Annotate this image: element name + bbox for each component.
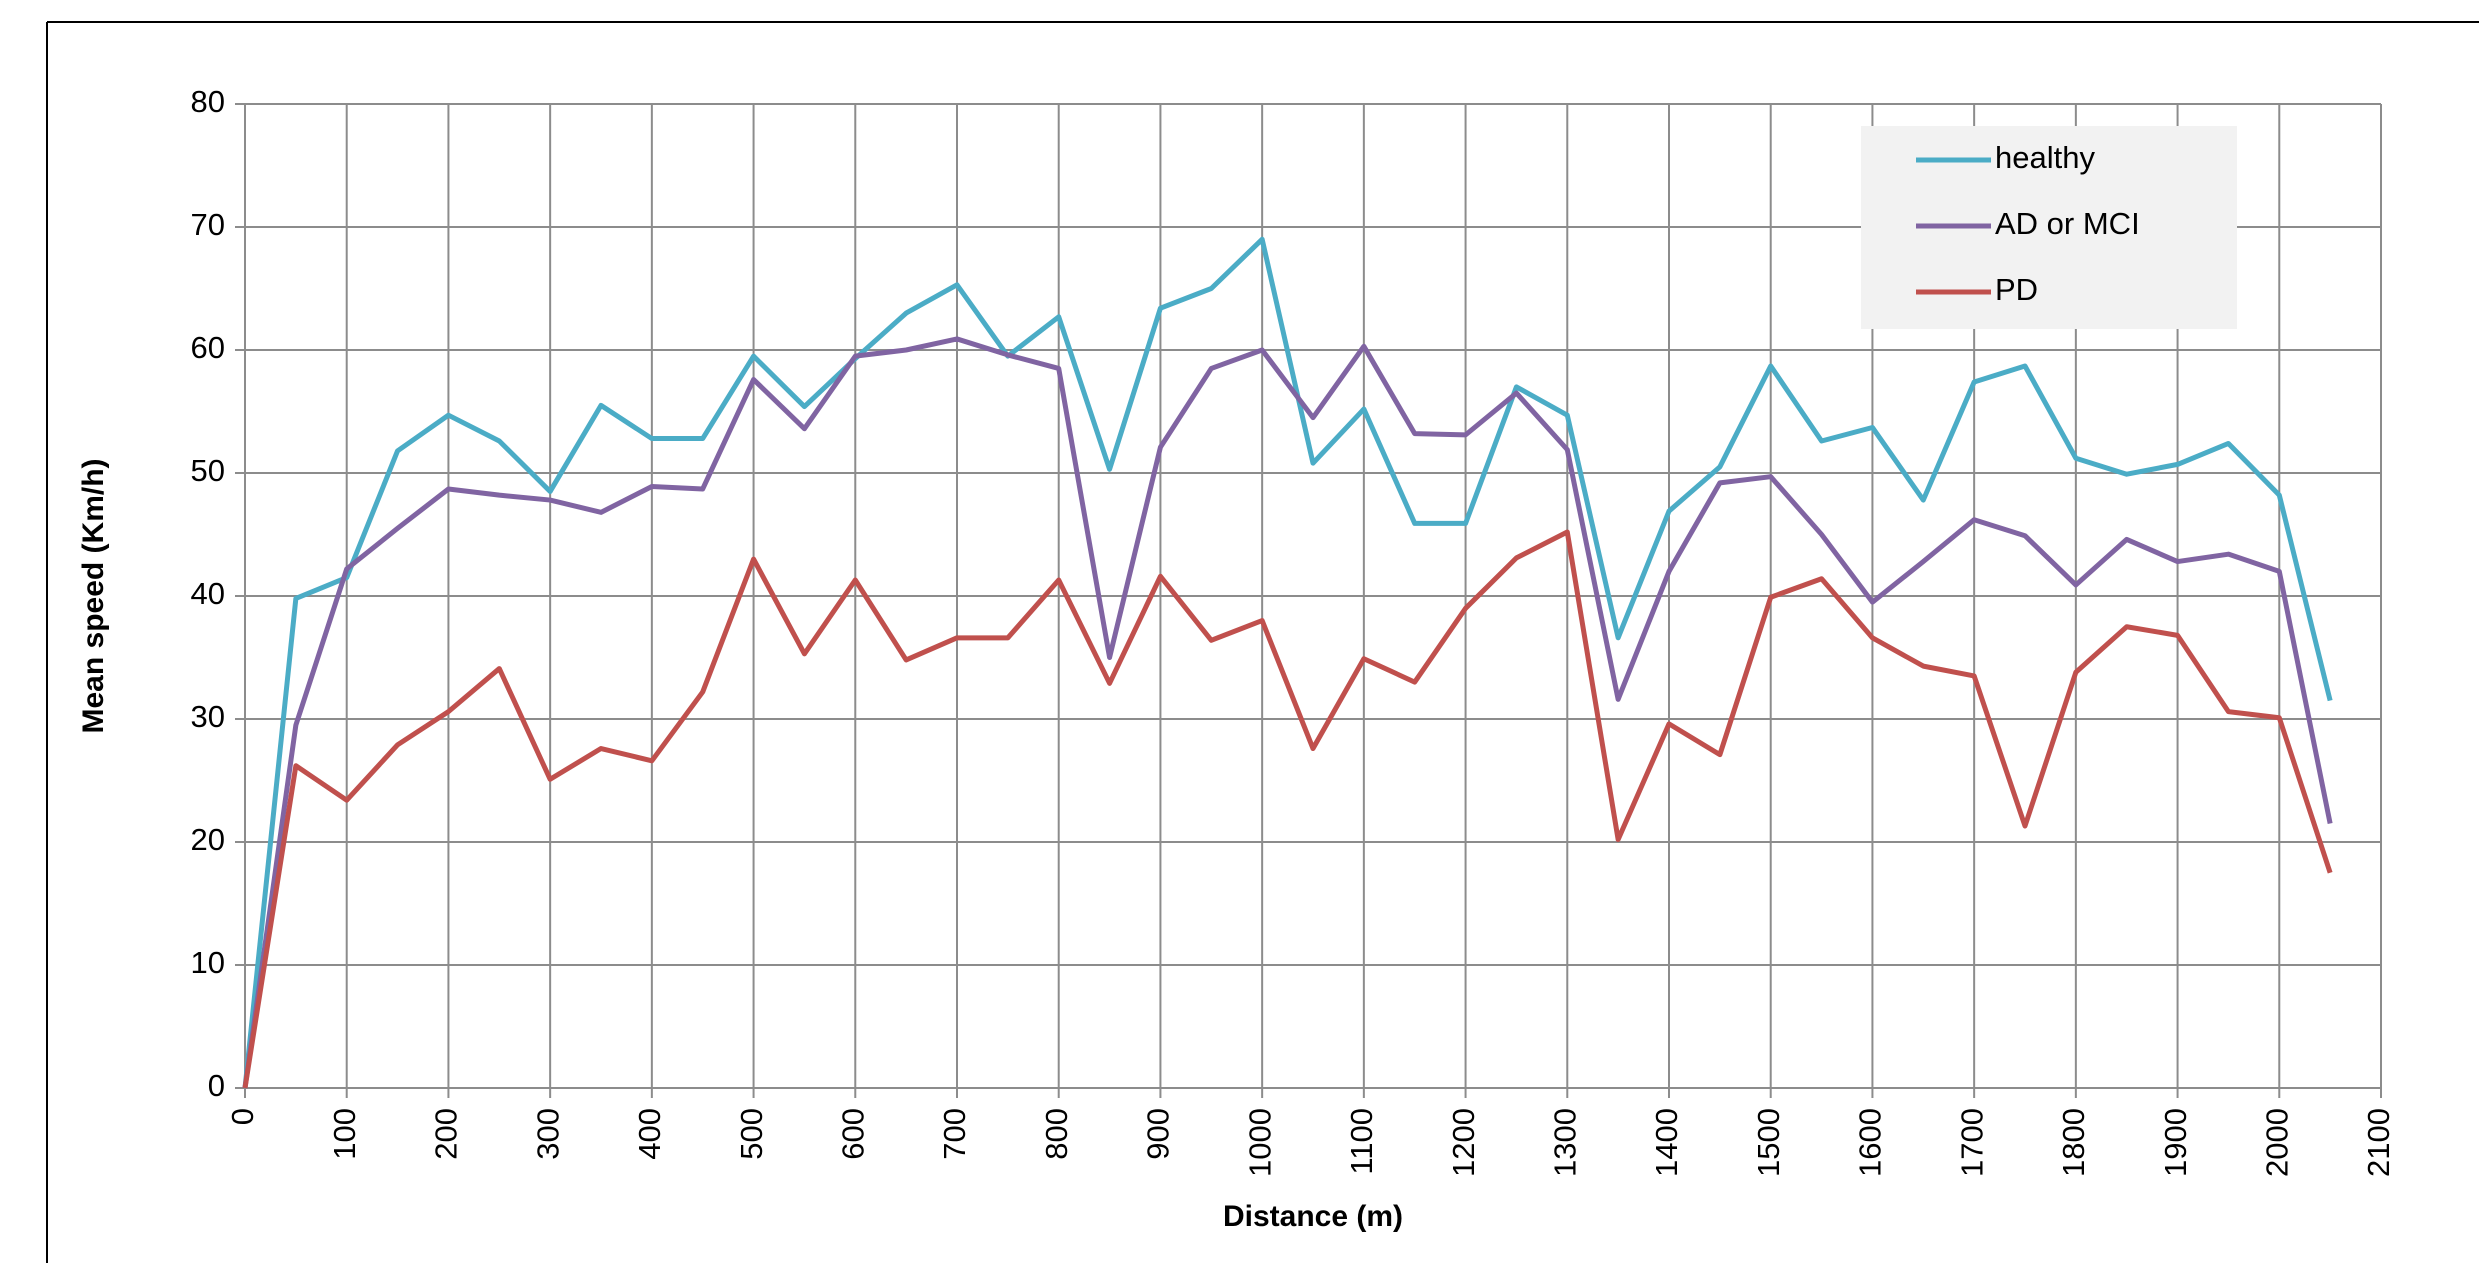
x-tick-label: 900	[1141, 1108, 1176, 1160]
x-tick-label: 1800	[2056, 1108, 2091, 1177]
y-axis-title: Mean speed (Km/h)	[77, 458, 110, 733]
y-tick-label: 60	[191, 330, 225, 365]
x-tick-label: 700	[937, 1108, 972, 1160]
y-tick-label: 10	[191, 945, 225, 980]
y-tick-label: 0	[208, 1068, 225, 1103]
series-line	[242, 529, 2333, 1089]
y-tick-label: 30	[191, 699, 225, 734]
x-tick-label: 1600	[1853, 1108, 1888, 1177]
x-tick-label: 300	[530, 1108, 565, 1160]
series-line	[242, 236, 2333, 1089]
x-tick-label: 1200	[1446, 1108, 1481, 1177]
x-tick-label: 2100	[2361, 1108, 2396, 1177]
x-axis-title: Distance (m)	[1223, 1200, 1403, 1233]
x-tick-label: 1500	[1751, 1108, 1786, 1177]
x-tick-label: 100	[327, 1108, 362, 1160]
legend-label: PD	[1995, 272, 2038, 307]
y-tick-label: 20	[191, 822, 225, 857]
legend-label: AD or MCI	[1995, 206, 2140, 241]
x-tick-label: 400	[632, 1108, 667, 1160]
x-tick-label: 0	[225, 1108, 260, 1125]
x-tick-label: 200	[429, 1108, 464, 1160]
x-tick-label: 1700	[1954, 1108, 1989, 1177]
x-tick-label: 1000	[1242, 1108, 1277, 1177]
x-tick-label: 1900	[2158, 1108, 2193, 1177]
x-tick-label: 2000	[2259, 1108, 2294, 1177]
x-tick-label: 1400	[1649, 1108, 1684, 1177]
x-tick-label: 600	[835, 1108, 870, 1160]
y-tick-label: 80	[191, 84, 225, 119]
x-tick-label: 500	[734, 1108, 769, 1160]
x-tick-label: 1100	[1344, 1108, 1379, 1175]
series-line	[242, 336, 2333, 1089]
y-tick-label: 40	[191, 576, 225, 611]
y-tick-label: 70	[191, 207, 225, 242]
x-tick-label: 800	[1039, 1108, 1074, 1160]
x-tick-label: 1300	[1547, 1108, 1582, 1177]
y-tick-label: 50	[191, 453, 225, 488]
legend-label: healthy	[1995, 140, 2095, 175]
